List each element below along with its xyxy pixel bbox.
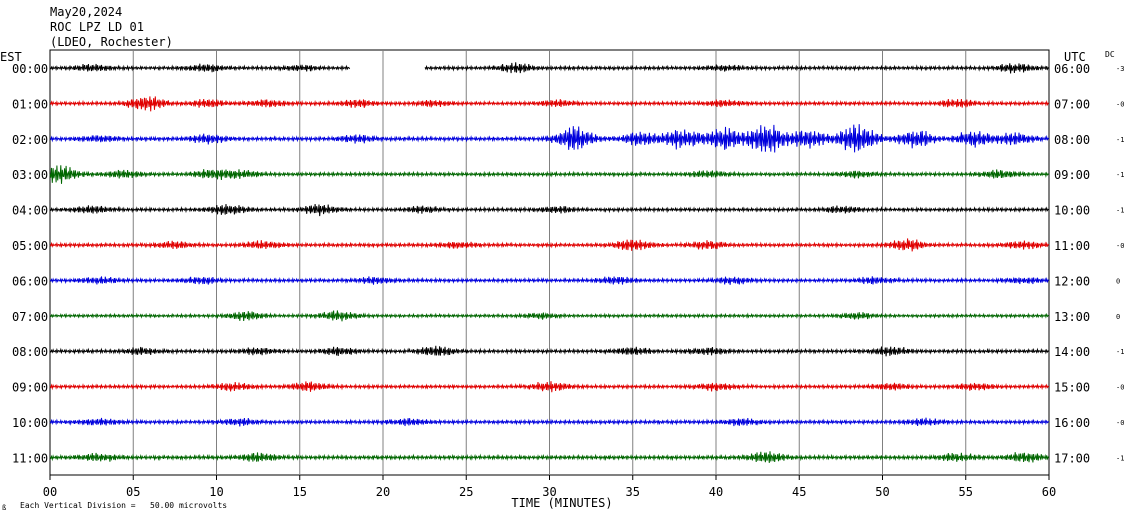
est-hour-label: 07:00 — [12, 310, 48, 324]
dc-column-label: DC — [1105, 50, 1115, 59]
footer-corner-mark: ß — [2, 504, 6, 512]
est-hour-label: 01:00 — [12, 97, 48, 111]
dc-offset-label: -0 — [1116, 242, 1124, 250]
trace-line — [49, 417, 1050, 427]
header-station: ROC LPZ LD 01 — [50, 20, 144, 34]
est-hour-label: 02:00 — [12, 133, 48, 147]
dc-offset-label: -1 — [1116, 348, 1124, 356]
footer-scale-note: Each Vertical Division = 50.00 microvolt… — [20, 501, 227, 510]
est-hour-label: 04:00 — [12, 204, 48, 218]
x-tick-label: 20 — [376, 485, 390, 499]
trace-line — [49, 203, 1050, 217]
est-hour-label: 09:00 — [12, 381, 48, 395]
row-labels: 00:00 06:00 -3 01:00 07:00 -0 02:00 08:00 -1 03:0… — [12, 62, 1124, 465]
x-tick-label: 35 — [626, 485, 640, 499]
x-axis-title: TIME (MINUTES) — [511, 496, 612, 510]
x-tick-label: 10 — [209, 485, 223, 499]
dc-offset-label: -1 — [1116, 171, 1124, 179]
dc-offset-label: -0 — [1116, 384, 1124, 392]
utc-hour-label: 16:00 — [1054, 416, 1090, 430]
vertical-gridlines — [132, 50, 967, 475]
header-network: (LDEO, Rochester) — [50, 35, 173, 49]
x-tick-label: 60 — [1042, 485, 1056, 499]
x-axis-ticks: 00 05 10 15 20 25 30 35 40 45 50 55 60 — [43, 475, 1056, 499]
utc-hour-label: 09:00 — [1054, 168, 1090, 182]
trace-line — [49, 310, 1050, 322]
utc-hour-label: 17:00 — [1054, 451, 1090, 465]
header-date: May20,2024 — [50, 5, 122, 19]
trace-line — [49, 345, 1050, 357]
x-tick-label: 15 — [293, 485, 307, 499]
seismic-traces — [49, 62, 1050, 463]
dc-offset-label: -1 — [1116, 454, 1124, 462]
est-hour-label: 11:00 — [12, 451, 48, 465]
trace-line — [49, 238, 1050, 252]
utc-hour-label: 08:00 — [1054, 133, 1090, 147]
left-timezone-label: EST — [0, 50, 22, 64]
est-hour-label: 08:00 — [12, 345, 48, 359]
dc-offset-label: -1 — [1116, 136, 1124, 144]
x-tick-label: 50 — [875, 485, 889, 499]
right-timezone-label: UTC — [1064, 50, 1086, 64]
est-hour-label: 10:00 — [12, 416, 48, 430]
trace-line — [49, 124, 1050, 153]
trace-line — [49, 451, 1050, 463]
trace-line — [49, 381, 1050, 393]
dc-offset-label: 0 — [1116, 313, 1120, 321]
dc-offset-label: -1 — [1116, 207, 1124, 215]
dc-offset-label: -0 — [1116, 100, 1124, 108]
utc-hour-label: 10:00 — [1054, 204, 1090, 218]
utc-hour-label: 11:00 — [1054, 239, 1090, 253]
est-hour-label: 03:00 — [12, 168, 48, 182]
dc-offset-label: -0 — [1116, 419, 1124, 427]
utc-hour-label: 15:00 — [1054, 381, 1090, 395]
utc-hour-label: 13:00 — [1054, 310, 1090, 324]
x-tick-label: 30 — [542, 485, 556, 499]
x-tick-label: 00 — [43, 485, 57, 499]
trace-line — [49, 62, 1050, 74]
x-tick-label: 45 — [792, 485, 806, 499]
utc-hour-label: 12:00 — [1054, 274, 1090, 288]
dc-offset-label: 0 — [1116, 277, 1120, 285]
dc-offset-label: -3 — [1116, 65, 1124, 73]
est-hour-label: 05:00 — [12, 239, 48, 253]
trace-line — [49, 165, 1050, 184]
est-hour-label: 06:00 — [12, 274, 48, 288]
x-tick-label: 55 — [959, 485, 973, 499]
utc-hour-label: 07:00 — [1054, 97, 1090, 111]
trace-line — [49, 276, 1050, 285]
x-tick-label: 25 — [459, 485, 473, 499]
x-tick-label: 40 — [709, 485, 723, 499]
est-hour-label: 00:00 — [12, 62, 48, 76]
utc-hour-label: 06:00 — [1054, 62, 1090, 76]
trace-line — [49, 96, 1050, 112]
utc-hour-label: 14:00 — [1054, 345, 1090, 359]
x-tick-label: 05 — [126, 485, 140, 499]
